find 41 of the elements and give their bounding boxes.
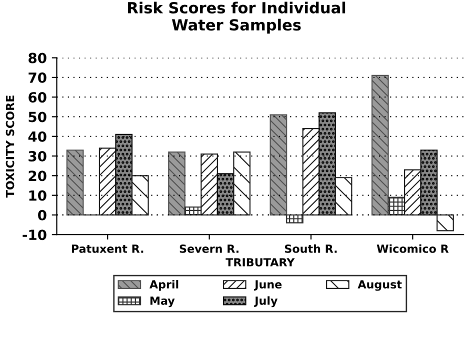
y-tick-label: 80	[28, 52, 46, 64]
bar	[302, 128, 320, 216]
bar	[200, 154, 218, 216]
x-axis-title: TRIBUTARY	[226, 258, 295, 266]
bar	[420, 150, 438, 216]
legend-label: August	[358, 280, 402, 291]
y-tick-label: 0	[38, 210, 46, 220]
y-tick-label: 70	[28, 72, 46, 83]
y-tick-label: 40	[28, 131, 46, 142]
bar	[168, 152, 186, 216]
chart-title: Risk Scores for Individual Water Samples	[128, 2, 346, 34]
x-tick-label: Wicomico R	[376, 244, 449, 253]
y-tick-label: 60	[28, 92, 46, 103]
x-tick-label: Severn R.	[180, 244, 238, 253]
bar	[131, 175, 149, 216]
x-tick-label: Patuxent R.	[72, 244, 144, 253]
y-tick-label: 30	[28, 150, 46, 162]
bar	[286, 214, 304, 224]
y-tick-label: -10	[22, 230, 46, 240]
bar	[270, 114, 288, 216]
bar	[216, 173, 234, 216]
legend-label: May	[150, 296, 175, 308]
bar	[115, 134, 133, 216]
legend-label: July	[254, 296, 278, 308]
bar	[66, 150, 84, 216]
bar	[98, 148, 116, 216]
bar	[436, 214, 454, 232]
legend-label: April	[149, 280, 178, 291]
y-tick-label: 50	[28, 112, 46, 122]
x-tick-label: South R.	[284, 244, 337, 253]
bar	[404, 169, 422, 216]
y-tick-label: 20	[28, 170, 46, 182]
bar	[184, 206, 202, 216]
bar	[233, 152, 251, 216]
legend-label: June	[254, 280, 282, 291]
bar	[334, 177, 352, 216]
y-tick-label: 10	[29, 190, 46, 201]
bar	[318, 112, 336, 216]
bar	[371, 74, 389, 216]
y-axis-title: TOXICITY SCORE	[6, 96, 14, 198]
bar	[388, 196, 406, 216]
